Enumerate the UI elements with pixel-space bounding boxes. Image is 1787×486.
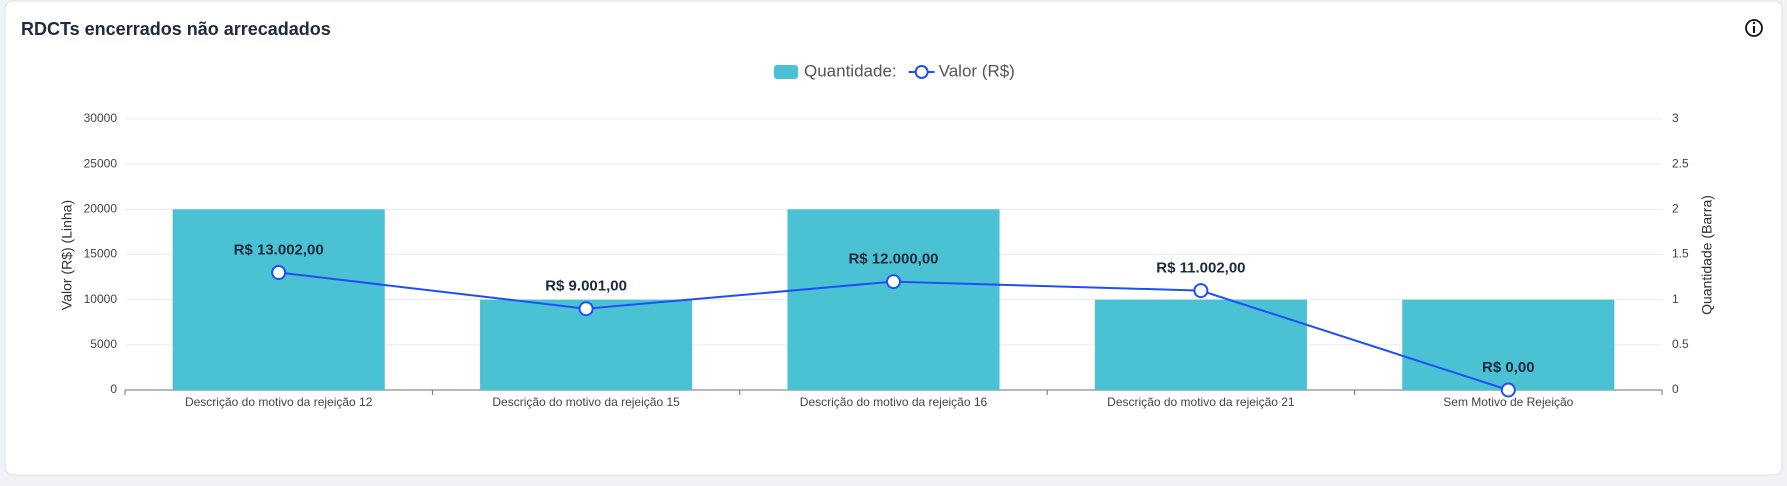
legend-swatch [774, 65, 798, 79]
info-icon[interactable] [1745, 19, 1763, 37]
y-tick-label: 25000 [84, 156, 118, 170]
x-tick-label: Descrição do motivo da rejeição 12 [185, 395, 373, 409]
value-label: R$ 11.002,00 [1156, 260, 1245, 277]
y-axis-label: Valor (R$) (Linha) [59, 200, 75, 310]
chart-title: RDCTs encerrados não arrecadados [21, 19, 331, 39]
y2-tick-label: 0.5 [1672, 337, 1689, 351]
legend: Quantidade: Valor (R$) [774, 61, 1015, 80]
y-tick-label: 5000 [90, 337, 117, 351]
x-tick-label: Descrição do motivo da rejeição 16 [800, 395, 988, 409]
bar [1402, 299, 1615, 390]
legend-label: Valor (R$) [939, 61, 1015, 80]
point [886, 274, 901, 290]
x-tick-label: Descrição do motivo da rejeição 15 [492, 395, 680, 409]
value-label: R$ 12.000,00 [848, 251, 938, 268]
y-tick-label: 15000 [84, 247, 118, 261]
legend-label: Quantidade: [804, 61, 897, 80]
y-tick-label: 0 [110, 382, 117, 396]
y-tick-label: 20000 [84, 202, 118, 216]
y2-tick-label: 3 [1672, 111, 1679, 125]
bar [1094, 299, 1307, 390]
value-label: R$ 9.001,00 [545, 278, 627, 295]
y2-tick-label: 2 [1672, 202, 1679, 216]
y2-tick-label: 1.5 [1672, 247, 1689, 261]
value-label: R$ 0,00 [1482, 359, 1535, 376]
y-tick-label: 30000 [84, 111, 118, 125]
bar [172, 209, 385, 390]
y2-tick-label: 1 [1672, 292, 1679, 306]
legend-swatch [914, 65, 929, 79]
x-tick-label: Descrição do motivo da rejeição 21 [1107, 395, 1295, 409]
point [271, 265, 287, 281]
y2-tick-label: 2.5 [1672, 156, 1689, 170]
value-label: R$ 13.002,00 [234, 242, 324, 259]
bar [787, 209, 1000, 390]
x-tick-label: Sem Motivo de Rejeição [1443, 395, 1573, 409]
y-tick-label: 10000 [84, 292, 118, 306]
y2-tick-label: 0 [1672, 382, 1679, 396]
point [1500, 382, 1516, 398]
point [578, 301, 594, 317]
point [1193, 283, 1209, 299]
y2-axis-label: Quantidade (Barra) [1699, 195, 1715, 315]
